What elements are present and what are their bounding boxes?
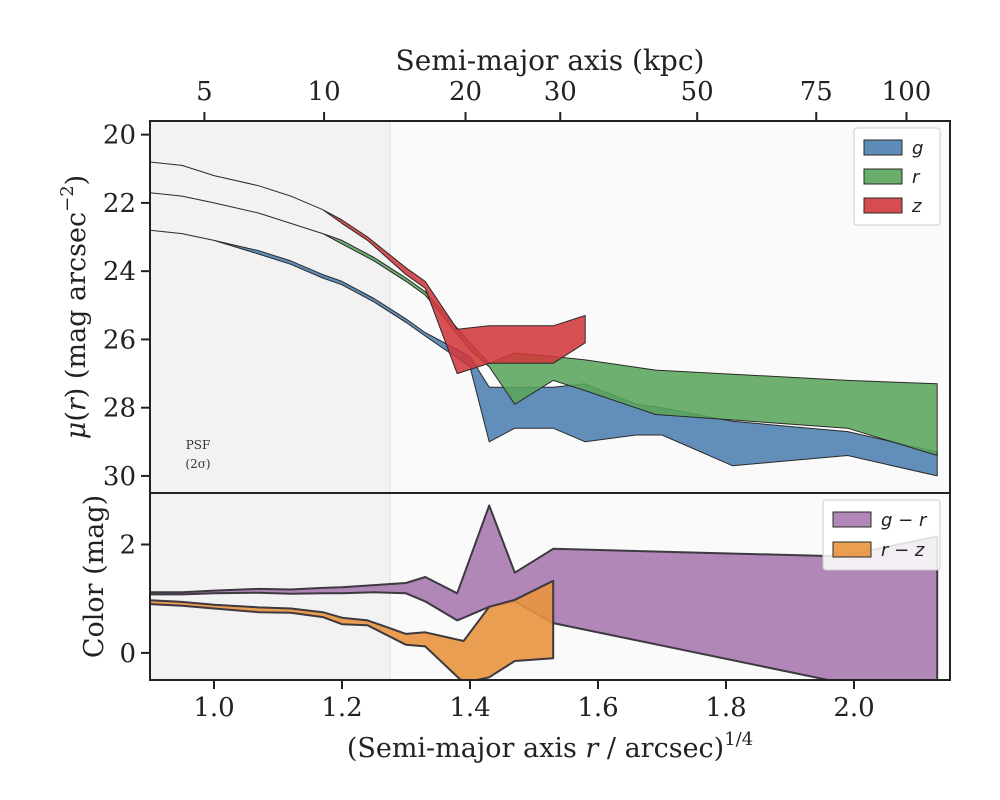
y-tick-label: 24 — [103, 257, 136, 287]
kpc-tick-label: 100 — [882, 77, 932, 107]
band-rz — [150, 579, 555, 680]
legend-label-rz: r − z — [881, 540, 925, 561]
psf-label-line1: PSF — [186, 438, 211, 452]
color-y-tick-label: 0 — [119, 639, 136, 669]
kpc-tick-label: 5 — [196, 77, 213, 107]
band-z — [150, 161, 586, 375]
y-tick-label: 26 — [103, 325, 136, 355]
top-panel: 20 22 24 26 28 30 5 10 20 30 50 75 100 PSF (2σ) grz — [103, 77, 951, 494]
x-tick-label: 1.6 — [577, 693, 618, 723]
legend-swatch — [832, 541, 872, 558]
band-g — [150, 229, 938, 477]
kpc-tick-label: 75 — [800, 77, 833, 107]
kpc-tick-label: 10 — [308, 77, 341, 107]
legend-label-r: r — [912, 167, 921, 188]
y-tick-label: 22 — [103, 189, 136, 219]
top-axis-title: Semi-major axis (kpc) — [396, 44, 705, 77]
bottom-legend: g − r r − z — [822, 499, 941, 571]
color-y-tick-label: 2 — [119, 530, 136, 560]
x-tick-label: 1.4 — [449, 693, 490, 723]
y-tick-label: 28 — [103, 394, 136, 424]
bottom-panel: 02 1.0 1.2 1.4 1.6 1.8 2.0 g − rr − z — [119, 492, 951, 723]
y-axis-title-surface-brightness: μ(r) (mag arcsec−2) — [57, 175, 92, 439]
x-tick-label: 1.2 — [321, 693, 362, 723]
color-series — [150, 504, 939, 680]
kpc-tick-label: 30 — [544, 77, 577, 107]
x-tick-label: 2.0 — [833, 693, 874, 723]
legend-swatch — [863, 139, 903, 156]
surface-brightness-series — [150, 161, 938, 477]
psf-band-top — [150, 121, 390, 493]
legend-label-z: z — [911, 196, 922, 217]
legend-swatch — [832, 511, 872, 528]
band-r — [150, 192, 938, 456]
top-y-ticks: 20 22 24 26 28 30 — [103, 121, 150, 492]
y-tick-label: 20 — [103, 121, 136, 151]
x-tick-label: 1.8 — [705, 693, 746, 723]
bottom-panel-frame — [149, 492, 951, 681]
legend-swatch — [863, 168, 903, 185]
y-tick-label: 30 — [103, 462, 136, 492]
bottom-x-ticks: 1.0 1.2 1.4 1.6 1.8 2.0 — [193, 680, 875, 723]
x-axis-title: (Semi-major axis r / arcsec)1/4 — [347, 729, 753, 764]
kpc-tick-label: 20 — [449, 77, 482, 107]
x-tick-label: 1.0 — [193, 693, 234, 723]
psf-label-line2: (2σ) — [185, 457, 210, 471]
legend-swatch — [863, 197, 903, 214]
legend-label-gr: g − r — [881, 510, 928, 531]
y-axis-title-color: Color (mag) — [79, 495, 110, 658]
top-axis-kpc-ticks: 5 10 20 30 50 75 100 — [196, 77, 931, 121]
bottom-y-ticks: 02 — [119, 530, 150, 669]
kpc-tick-label: 50 — [681, 77, 714, 107]
legend-label-g: g — [912, 138, 923, 159]
top-legend: grz — [853, 127, 941, 226]
